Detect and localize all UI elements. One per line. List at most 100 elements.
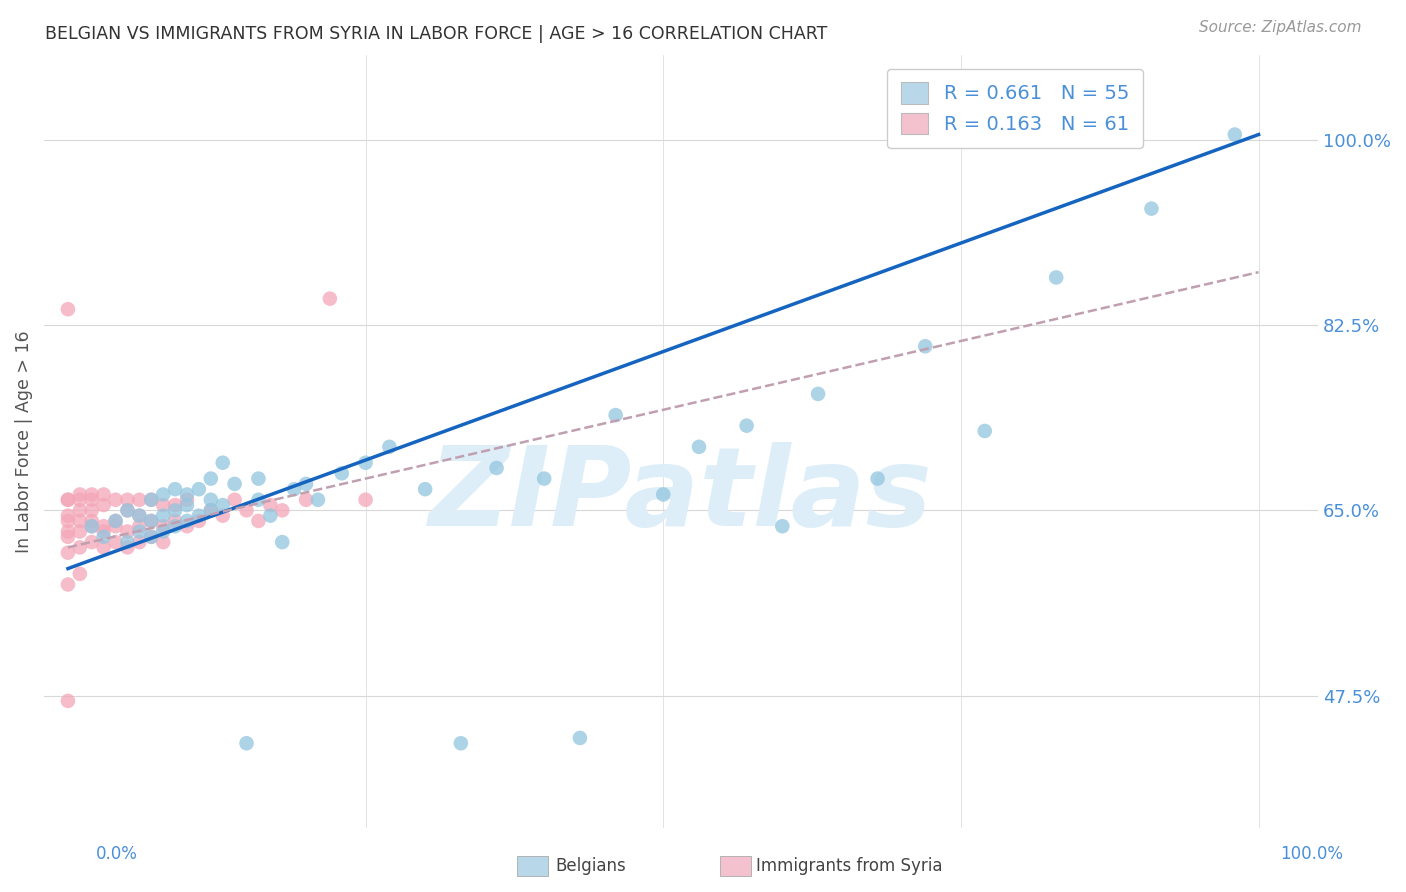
Point — [200, 492, 222, 507]
Text: 100.0%: 100.0% — [1279, 845, 1343, 863]
Point — [69, 514, 91, 528]
Point — [56, 302, 79, 317]
Point — [688, 440, 710, 454]
Point — [128, 519, 150, 533]
Point — [247, 492, 270, 507]
Point — [211, 508, 233, 523]
Point — [354, 456, 377, 470]
Point — [224, 476, 246, 491]
Point — [93, 524, 115, 539]
Point — [235, 503, 257, 517]
Point — [69, 487, 91, 501]
Point — [56, 524, 79, 539]
Point — [56, 577, 79, 591]
Point — [271, 535, 294, 549]
Point — [56, 492, 79, 507]
Point — [770, 519, 793, 533]
Y-axis label: In Labor Force | Age > 16: In Labor Force | Age > 16 — [15, 330, 32, 553]
Point — [735, 418, 758, 433]
Point — [152, 524, 174, 539]
Point — [211, 498, 233, 512]
Point — [176, 514, 198, 528]
Point — [319, 292, 342, 306]
Point — [330, 467, 353, 481]
Point — [807, 387, 830, 401]
Point — [56, 508, 79, 523]
Text: 0.0%: 0.0% — [96, 845, 138, 863]
Point — [117, 541, 139, 555]
Text: ZIPatlas: ZIPatlas — [429, 442, 934, 549]
Point — [450, 736, 472, 750]
Point — [224, 492, 246, 507]
Point — [128, 535, 150, 549]
Point — [259, 498, 281, 512]
Point — [176, 498, 198, 512]
Point — [176, 492, 198, 507]
Point — [165, 514, 187, 528]
Point — [354, 492, 377, 507]
Point — [200, 503, 222, 517]
Point — [141, 530, 163, 544]
Point — [247, 472, 270, 486]
Point — [104, 535, 127, 549]
Point — [187, 508, 209, 523]
Point — [152, 508, 174, 523]
Point — [141, 514, 163, 528]
Point — [914, 339, 936, 353]
Point — [187, 514, 209, 528]
Point — [104, 519, 127, 533]
Point — [176, 519, 198, 533]
Point — [69, 541, 91, 555]
Point — [866, 472, 889, 486]
Point — [200, 472, 222, 486]
Point — [128, 524, 150, 539]
Point — [93, 519, 115, 533]
Point — [378, 440, 401, 454]
Point — [117, 492, 139, 507]
Point — [211, 456, 233, 470]
Point — [533, 472, 555, 486]
Point — [104, 492, 127, 507]
Point — [128, 492, 150, 507]
Point — [56, 492, 79, 507]
Point — [56, 514, 79, 528]
Point — [117, 535, 139, 549]
Point — [1045, 270, 1067, 285]
Point — [165, 519, 187, 533]
Point — [117, 524, 139, 539]
Point — [128, 508, 150, 523]
Point — [117, 503, 139, 517]
Point — [80, 503, 103, 517]
Point — [80, 487, 103, 501]
Point — [128, 508, 150, 523]
Legend: R = 0.661   N = 55, R = 0.163   N = 61: R = 0.661 N = 55, R = 0.163 N = 61 — [887, 69, 1143, 148]
Point — [93, 487, 115, 501]
Point — [69, 566, 91, 581]
Point — [307, 492, 329, 507]
Point — [80, 535, 103, 549]
Point — [69, 492, 91, 507]
Point — [165, 498, 187, 512]
Point — [69, 503, 91, 517]
Point — [259, 508, 281, 523]
Point — [235, 736, 257, 750]
Point — [176, 487, 198, 501]
Point — [485, 461, 508, 475]
Point — [200, 503, 222, 517]
Point — [568, 731, 591, 745]
Point — [271, 503, 294, 517]
Point — [187, 482, 209, 496]
Point — [1140, 202, 1163, 216]
Point — [141, 530, 163, 544]
Point — [247, 514, 270, 528]
Point — [69, 524, 91, 539]
Text: Belgians: Belgians — [555, 857, 626, 875]
Point — [165, 482, 187, 496]
Text: Source: ZipAtlas.com: Source: ZipAtlas.com — [1198, 20, 1361, 35]
Point — [56, 694, 79, 708]
Point — [141, 492, 163, 507]
Point — [93, 530, 115, 544]
Text: Immigrants from Syria: Immigrants from Syria — [756, 857, 943, 875]
Point — [1223, 128, 1246, 142]
Text: BELGIAN VS IMMIGRANTS FROM SYRIA IN LABOR FORCE | AGE > 16 CORRELATION CHART: BELGIAN VS IMMIGRANTS FROM SYRIA IN LABO… — [45, 25, 827, 43]
